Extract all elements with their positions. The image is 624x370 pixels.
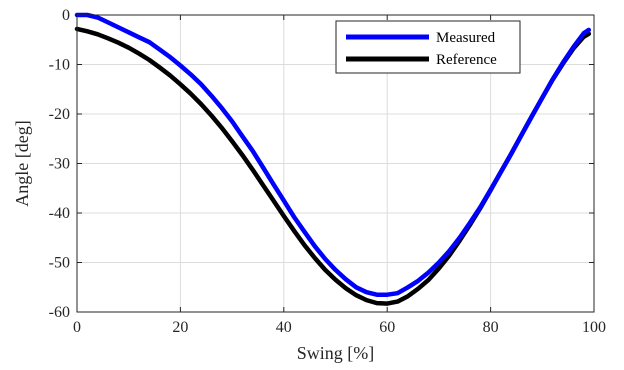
y-tick-label: -20	[49, 106, 70, 123]
legend: Measured Reference	[335, 20, 521, 74]
y-tick-label: -30	[49, 156, 70, 173]
tick-labels: 0 20 40 60 80 100 0 -10 -20 -30 -40 -50 -60	[49, 7, 606, 336]
x-axis-label: Swing [%]	[297, 343, 375, 363]
y-tick-label: -60	[49, 304, 70, 321]
y-tick-label: -50	[49, 255, 70, 272]
x-tick-label: 40	[276, 319, 292, 336]
x-tick-label: 100	[582, 319, 606, 336]
x-tick-label: 60	[379, 319, 395, 336]
x-tick-label: 20	[172, 319, 188, 336]
x-tick-label: 80	[483, 319, 499, 336]
legend-box	[335, 20, 521, 74]
legend-label-measured: Measured	[436, 30, 496, 46]
series-line-measured	[74, 12, 592, 297]
y-tick-label: -40	[49, 205, 70, 222]
legend-label-reference: Reference	[436, 52, 497, 68]
x-tick-label: 0	[73, 319, 81, 336]
y-axis-label: Angle [deg]	[12, 120, 32, 206]
ticks	[76, 14, 595, 313]
y-tick-label: 0	[62, 7, 70, 24]
series-layer	[74, 12, 592, 306]
y-tick-label: -10	[49, 57, 70, 74]
